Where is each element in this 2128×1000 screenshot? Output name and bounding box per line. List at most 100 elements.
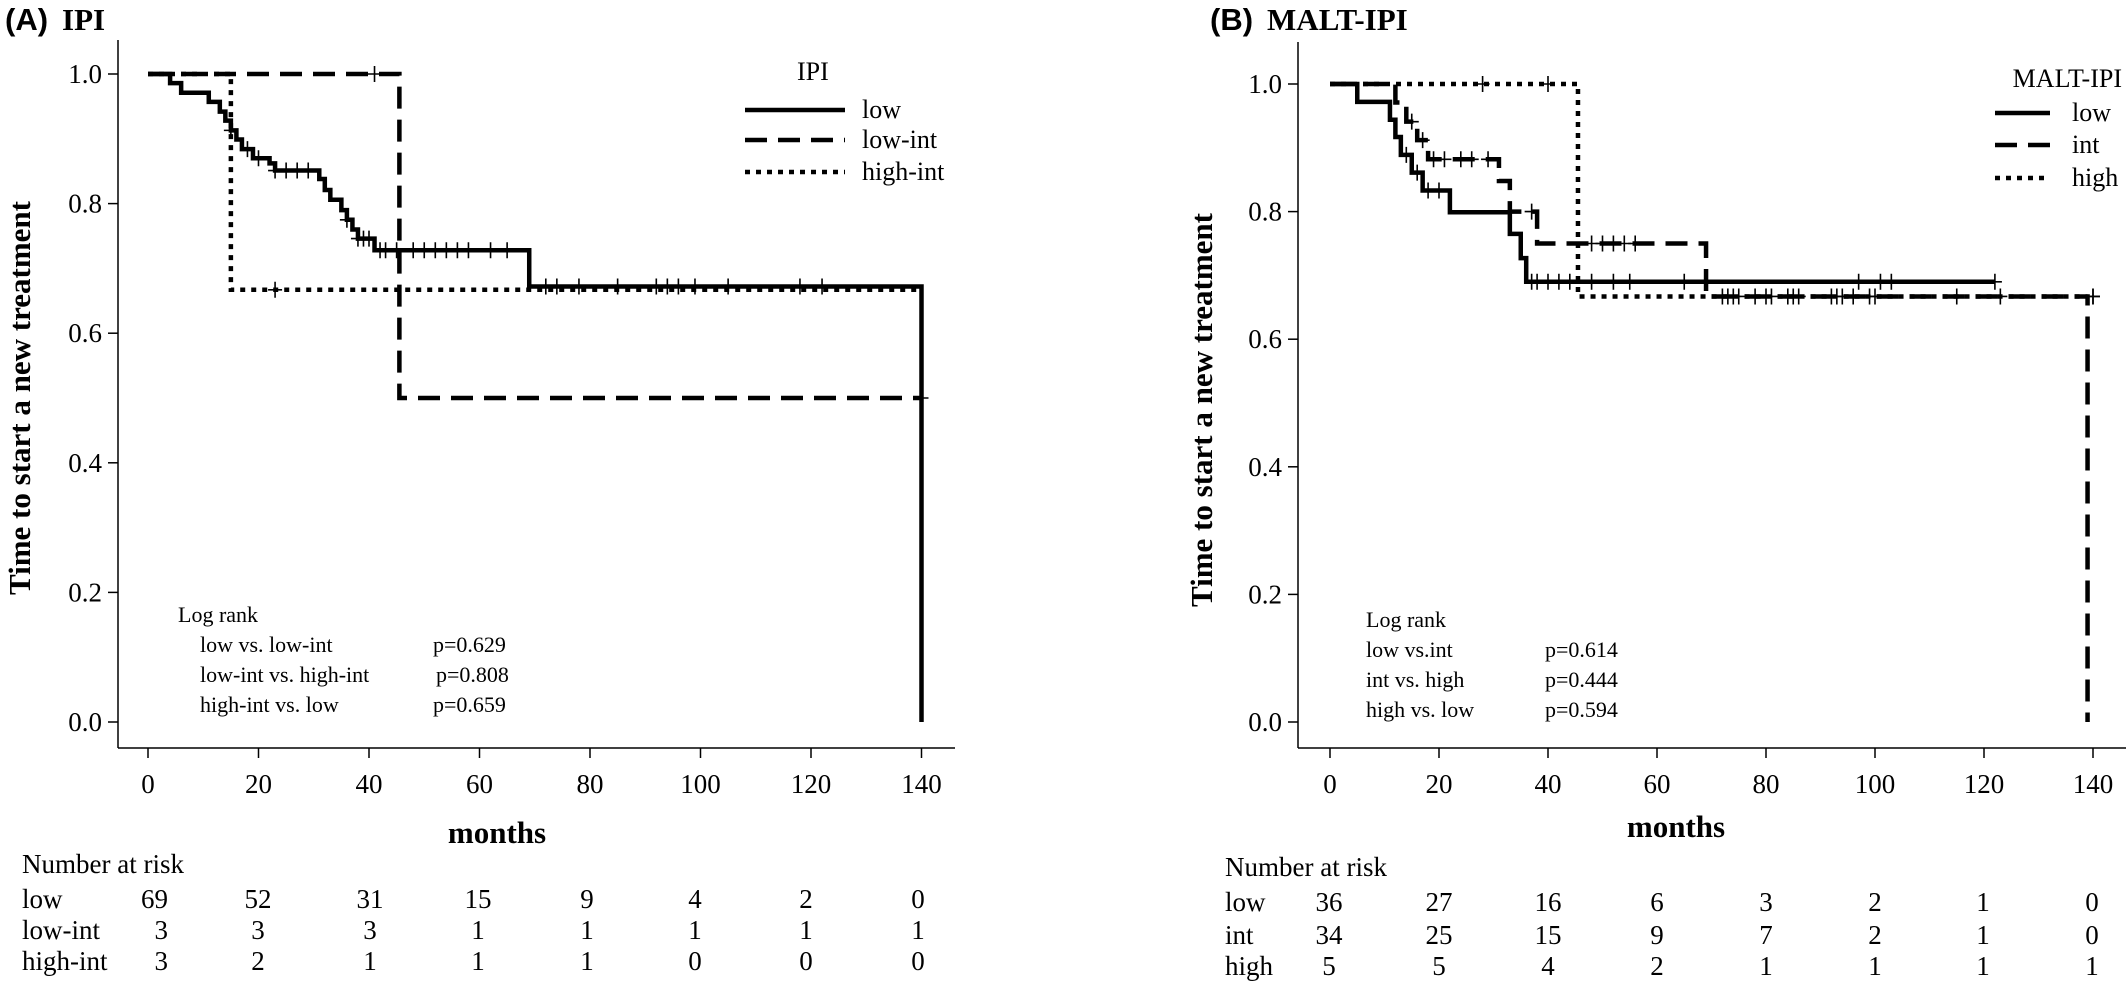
censor-mark [1764,288,1779,305]
censor-mark [671,278,686,295]
censor-mark [914,390,929,406]
risk-value: 16 [1535,887,1562,917]
x-tick-label: 80 [1753,769,1780,799]
risk-row-label: low [1225,887,1266,917]
risk-value: 52 [245,884,272,914]
censor-mark [1868,288,1882,305]
panel-letter: (B) [1210,2,1253,37]
logrank-pvalue: p=0.594 [1545,697,1618,722]
x-tick-label: 140 [2073,769,2114,799]
censor-mark [1884,273,1899,290]
censor-mark [389,242,404,259]
risk-value: 7 [1759,920,1773,950]
risk-row-label: high [1225,951,1274,981]
risk-value: 2 [1868,920,1882,950]
censor-mark [1437,151,1452,168]
risk-value: 9 [580,884,594,914]
x-tick-label: 100 [680,769,721,799]
censor-mark [792,278,807,295]
risk-table-title: Number at risk [22,849,184,879]
x-tick-label: 0 [141,769,155,799]
x-tick-label: 140 [901,769,942,799]
logrank-box: Log rank low vs. low-int p=0.629 low-int vs… [178,602,509,717]
x-tick-label: 100 [1855,769,1896,799]
x-tick-label: 60 [1644,769,1671,799]
y-tick-label: 0.2 [68,577,102,607]
x-tick-label: 120 [791,769,832,799]
logrank-comparison: high vs. low [1366,697,1474,722]
censor-mark [1541,76,1555,92]
censor-mark [1524,203,1539,220]
censor-mark [1432,182,1446,199]
risk-value: 31 [357,884,384,914]
risk-value: 1 [1759,951,1773,981]
logrank-pvalue: p=0.629 [433,632,506,657]
risk-value: 4 [1541,951,1555,981]
censor-mark [1851,273,1866,290]
y-tick-label: 0.6 [68,318,102,348]
x-axis-title: months [448,815,546,850]
panel-title-text: MALT-IPI [1267,2,1408,37]
y-tick-label: 0.2 [1248,579,1282,609]
censor-mark [1628,235,1643,252]
censor-mark [367,66,382,82]
risk-value: 1 [911,915,925,945]
censor-mark [461,242,476,259]
risk-value: 1 [1976,951,1990,981]
logrank-pvalue: p=0.659 [433,692,506,717]
y-tick-label: 1.0 [68,59,102,89]
risk-value: 0 [911,884,925,914]
censor-mark [1475,76,1490,92]
risk-value: 4 [688,884,702,914]
risk-value: 3 [251,915,265,945]
logrank-comparison: low vs.int [1366,637,1453,662]
x-tick-label: 40 [1535,769,1562,799]
risk-value: 0 [2085,887,2099,917]
legend-label-low-int: low-int [862,125,938,154]
censor-mark [2086,288,2100,305]
censor-mark [549,278,564,295]
x-tick-label: 80 [577,769,604,799]
risk-value: 1 [471,946,485,976]
logrank-pvalue: p=0.614 [1545,637,1618,662]
censor-mark [483,242,498,259]
risk-value: 1 [1976,887,1990,917]
logrank-comparison: low vs. low-int [200,632,333,657]
censor-mark [1791,288,1806,305]
y-tick-label: 0.4 [68,448,102,478]
risk-value: 5 [1322,951,1336,981]
censor-mark [240,141,255,158]
censor-mark [1464,151,1479,168]
censor-mark [1622,273,1637,290]
risk-row-label: low-int [22,915,100,945]
censor-mark [1415,132,1430,149]
censor-mark [721,278,736,295]
risk-value: 0 [911,946,925,976]
x-tick-label: 0 [1323,769,1337,799]
series-line-int [1330,81,2090,722]
risk-value: 25 [1426,920,1453,950]
risk-value: 1 [580,915,594,945]
legend-label-low: low [862,95,901,124]
risk-value: 15 [465,884,492,914]
risk-row-label: high-int [22,946,108,976]
logrank-comparison: low-int vs. high-int [200,662,369,687]
logrank-box: Log rank low vs.int p=0.614 int vs. high p=0… [1366,607,1618,722]
logrank-title: Log rank [1366,607,1446,632]
x-tick-label: 20 [245,769,272,799]
x-tick-label: 60 [466,769,493,799]
risk-value: 0 [799,946,813,976]
y-tick-label: 0.0 [68,707,102,737]
censor-mark [610,278,625,295]
censor-mark [1481,151,1496,168]
censor-mark [268,281,283,298]
logrank-comparison: int vs. high [1366,667,1464,692]
risk-value: 2 [1650,951,1664,981]
chart-title: (B) MALT-IPI [1210,2,1408,37]
risk-value: 2 [1868,887,1882,917]
legend-label-low: low [2072,98,2111,127]
